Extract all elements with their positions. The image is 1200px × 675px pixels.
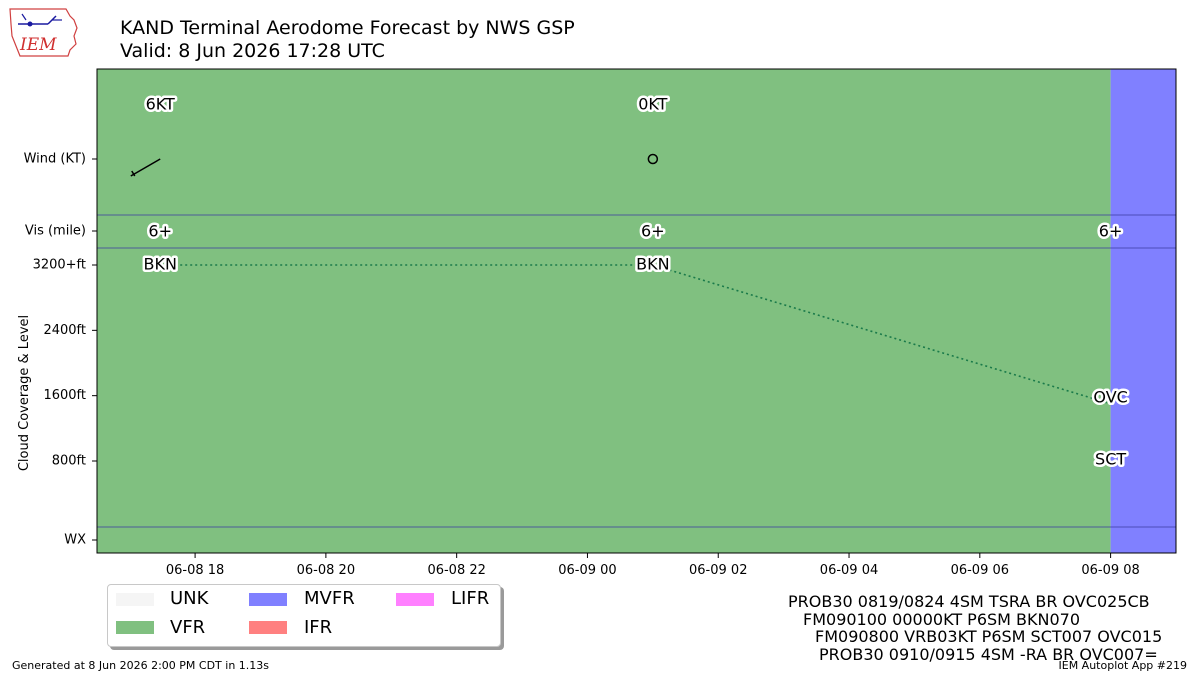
legend-label-mvfr: MVFR <box>304 588 355 609</box>
vis-label-1: 6+ <box>641 222 665 241</box>
wind-label-1: 0KT <box>638 95 667 114</box>
legend-swatch-mvfr <box>249 593 287 606</box>
legend-label-vfr: VFR <box>170 617 206 638</box>
y-tick-label-4: 1600ft <box>43 388 86 403</box>
x-tick-label-5: 06-09 04 <box>820 563 878 578</box>
cloud-label-ovc-2: OVC <box>1093 387 1127 406</box>
wind-barb-flag-0 <box>131 170 136 177</box>
cloud-label-ovc-2-halo: OVC <box>1093 387 1127 406</box>
y-tick-label-3: 2400ft <box>43 323 86 338</box>
cloud-label-bkn-0: BKN <box>143 255 176 274</box>
cloud-label-sct-3-halo: SCT <box>1095 450 1126 469</box>
vis-label-0: 6+ <box>148 222 172 241</box>
x-tick-label-3: 06-09 00 <box>558 563 616 578</box>
taf-line-2: FM090100 00000KT P6SM BKN070 <box>803 610 1081 629</box>
cloud-label-bkn-0-halo: BKN <box>143 255 176 274</box>
x-tick-label-4: 06-09 02 <box>689 563 747 578</box>
plot-frame <box>96 68 1177 554</box>
legend-label-unk: UNK <box>170 588 209 609</box>
y-tick-label-0: Wind (KT) <box>24 152 86 167</box>
vis-label-2: 6+ <box>1099 222 1123 241</box>
x-tick-label-2: 06-08 22 <box>427 563 485 578</box>
vis-label-2-halo: 6+ <box>1099 222 1123 241</box>
legend-label-lifr: LIFR <box>451 588 490 609</box>
category-period-mvfr-1 <box>1110 69 1176 553</box>
taf-line-1: PROB30 0819/0824 4SM TSRA BR OVC025CB <box>788 592 1150 611</box>
iem-iowa-logo-icon: IEM <box>9 8 78 57</box>
legend-swatch-ifr <box>249 621 287 634</box>
legend-swatch-lifr <box>396 593 434 606</box>
y-tick-label-1: Vis (mile) <box>25 224 86 239</box>
wind-label-1-halo: 0KT <box>638 95 667 114</box>
y-tick-label-2: 3200+ft <box>33 258 86 273</box>
wind-barb-staff-0 <box>130 158 161 177</box>
y-tick-label-5: 800ft <box>52 454 86 469</box>
x-tick-label-7: 06-09 08 <box>1081 563 1139 578</box>
logo-text: IEM <box>19 35 57 55</box>
cloud-label-sct-3: SCT <box>1095 450 1126 469</box>
x-tick-label-0: 06-08 18 <box>166 563 224 578</box>
taf-line-3: FM090800 VRB03KT P6SM SCT007 OVC015 <box>815 627 1163 646</box>
wind-label-0: 6KT <box>146 95 175 114</box>
vis-label-0-halo: 6+ <box>148 222 172 241</box>
footer-generated: Generated at 8 Jun 2026 2:00 PM CDT in 1… <box>12 659 270 672</box>
legend-swatch-unk <box>116 593 154 606</box>
footer-app: IEM Autoplot App #219 <box>1058 659 1188 672</box>
taf-line-4: PROB30 0910/0915 4SM -RA BR OVC007= <box>819 645 1158 664</box>
x-tick-label-6: 06-09 06 <box>951 563 1009 578</box>
y-axis-label: Cloud Coverage & Level <box>17 315 32 471</box>
chart-title: KAND Terminal Aerodome Forecast by NWS G… <box>120 17 575 39</box>
wind-calm-circle-1 <box>647 153 659 165</box>
category-period-vfr-0 <box>97 69 1111 553</box>
wind-label-0-halo: 6KT <box>146 95 175 114</box>
y-tick-label-6: WX <box>64 533 86 548</box>
cloud-level-line <box>160 264 1111 405</box>
cloud-label-bkn-1-halo: BKN <box>636 255 669 274</box>
chart-valid-time: Valid: 8 Jun 2026 17:28 UTC <box>120 40 385 62</box>
legend-label-ifr: IFR <box>304 617 333 638</box>
vis-label-1-halo: 6+ <box>641 222 665 241</box>
x-tick-label-1: 06-08 20 <box>297 563 355 578</box>
cloud-label-bkn-1: BKN <box>636 255 669 274</box>
legend-swatch-vfr <box>116 621 154 634</box>
legend: UNK VFR MVFR IFR LIFR <box>107 584 501 647</box>
